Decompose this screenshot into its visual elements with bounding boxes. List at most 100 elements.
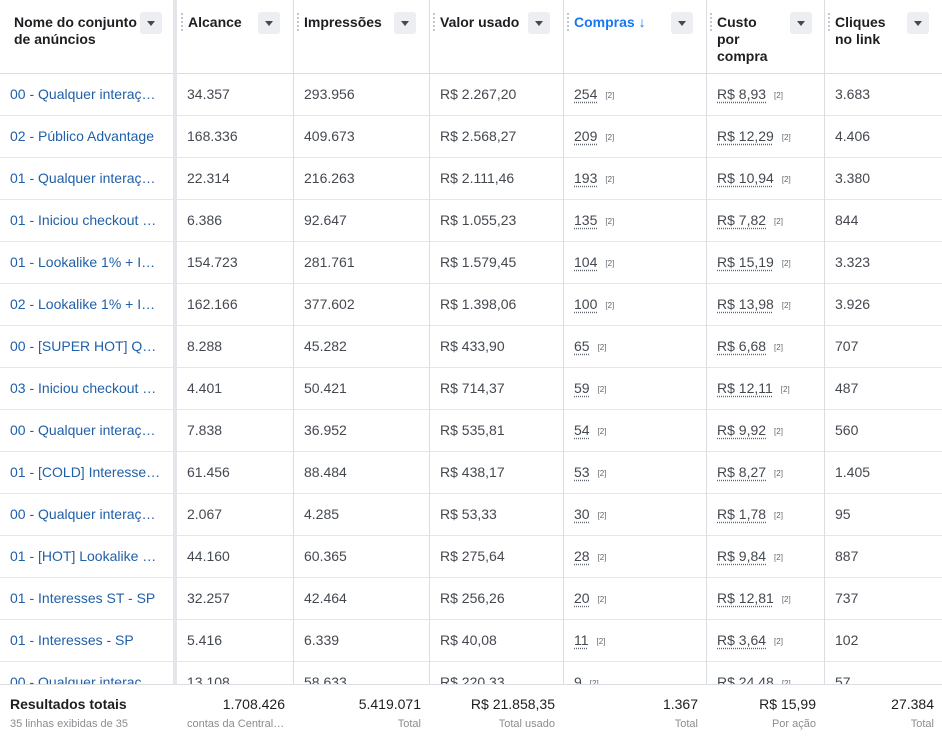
purchases-cell-value[interactable]: 104 (574, 254, 598, 270)
table-row[interactable]: 00 - Qualquer interação no Instagram 2.06… (0, 494, 942, 536)
column-header-name[interactable]: Nome do conjunto de anúncios (4, 0, 174, 74)
ad-set-name-link-value[interactable]: 00 - Qualquer interação no Instagram (10, 86, 162, 102)
cost-per-purchase-cell-value[interactable]: R$ 8,93 (717, 86, 767, 102)
purchases-cell-value[interactable]: 100 (574, 296, 598, 312)
ad-set-name-link[interactable]: 02 - Público Advantage (0, 116, 173, 157)
drag-handle-icon[interactable] (181, 13, 185, 31)
table-row[interactable]: 01 - Iniciou checkout 180 dias 6.386 92.64… (0, 200, 942, 242)
ad-set-name-link-value[interactable]: 02 - Público Advantage (10, 128, 154, 144)
column-header-purchases[interactable]: Compras ↓ (564, 0, 706, 74)
column-header-impressions[interactable]: Impressões (294, 0, 429, 74)
ad-set-name-link[interactable]: 01 - Interesses - SP (0, 620, 173, 661)
caret-down-icon[interactable] (790, 12, 812, 34)
purchases-cell-value[interactable]: 11 (574, 632, 589, 648)
table-row[interactable]: 02 - Público Advantage 168.336 409.673 R$ 2… (0, 116, 942, 158)
column-divider[interactable] (173, 0, 177, 738)
purchases-cell-value[interactable]: 135 (574, 212, 598, 228)
purchases-cell-value[interactable]: 209 (574, 128, 598, 144)
cost-per-purchase-cell-value[interactable]: R$ 13,98 (717, 296, 774, 312)
cost-per-purchase-cell-value[interactable]: R$ 8,27 (717, 464, 767, 480)
table-row[interactable]: 00 - Qualquer interação no Instagram 7.83… (0, 410, 942, 452)
attribution-footnote: [2] (605, 132, 615, 142)
ad-set-name-link[interactable]: 01 - [COLD] Interesses SP (0, 452, 173, 493)
purchases-cell-value[interactable]: 254 (574, 86, 598, 102)
ad-set-name-link-value[interactable]: 01 - [COLD] Interesses SP (10, 464, 162, 480)
caret-down-icon[interactable] (671, 12, 693, 34)
ad-set-name-link-value[interactable]: 03 - Iniciou checkout 180 dias (10, 380, 162, 396)
ad-set-name-link-value[interactable]: 01 - Iniciou checkout 180 dias (10, 212, 162, 228)
cost-per-purchase-cell-value[interactable]: R$ 9,92 (717, 422, 767, 438)
purchases-cell-value[interactable]: 54 (574, 422, 590, 438)
reach-cell: 34.357 (177, 74, 293, 115)
table-row[interactable]: 03 - Iniciou checkout 180 dias 4.401 50.42… (0, 368, 942, 410)
column-header-reach[interactable]: Alcance (178, 0, 293, 74)
ad-set-name-link-value[interactable]: 01 - Interesses - SP (10, 632, 134, 648)
ad-set-name-link[interactable]: 00 - Qualquer interação no Instagram (0, 494, 173, 535)
ad-set-name-link[interactable]: 01 - [HOT] Lookalike 1% (0, 536, 173, 577)
ad-set-name-link[interactable]: 03 - Iniciou checkout 180 dias (0, 368, 173, 409)
ad-set-name-link-value[interactable]: 01 - [HOT] Lookalike 1% (10, 548, 162, 564)
ad-set-name-link[interactable]: 01 - Lookalike 1% + Interesses (0, 242, 173, 283)
column-header-purchases-label: Compras ↓ (574, 14, 646, 30)
caret-down-icon[interactable] (528, 12, 550, 34)
impressions-cell-value: 60.365 (304, 548, 347, 564)
caret-down-icon[interactable] (394, 12, 416, 34)
caret-down-icon[interactable] (907, 12, 929, 34)
cost-per-purchase-cell-value[interactable]: R$ 15,19 (717, 254, 774, 270)
purchases-cell-value[interactable]: 30 (574, 506, 590, 522)
ad-set-name-link-value[interactable]: 01 - Lookalike 1% + Interesses (10, 254, 162, 270)
table-row[interactable]: 01 - [COLD] Interesses SP 61.456 88.484 R$ … (0, 452, 942, 494)
table-row[interactable]: 00 - Qualquer interação no Instagram 34.3… (0, 74, 942, 116)
purchases-cell: 104 [2] (564, 242, 706, 283)
purchases-cell-value[interactable]: 28 (574, 548, 590, 564)
table-row[interactable]: 01 - Interesses - SP 5.416 6.339 R$ 40,08 11… (0, 620, 942, 662)
ad-set-name-link[interactable]: 01 - Iniciou checkout 180 dias (0, 200, 173, 241)
ad-set-name-link[interactable]: 01 - Qualquer interação no Instagram (0, 158, 173, 199)
purchases-cell-value[interactable]: 65 (574, 338, 590, 354)
cost-per-purchase-cell-value[interactable]: R$ 7,82 (717, 212, 767, 228)
cost-per-purchase-cell: R$ 1,78 [2] (707, 494, 824, 535)
table-row[interactable]: 01 - [HOT] Lookalike 1% 44.160 60.365 R$ 27… (0, 536, 942, 578)
ad-set-name-link[interactable]: 00 - Qualquer interação no Instagram (0, 410, 173, 451)
ad-set-name-link-value[interactable]: 02 - Lookalike 1% + Interesses (10, 296, 162, 312)
reach-cell: 22.314 (177, 158, 293, 199)
cost-per-purchase-cell-value[interactable]: R$ 3,64 (717, 632, 767, 648)
reach-cell-value: 154.723 (187, 254, 238, 270)
ad-set-name-link-value[interactable]: 00 - Qualquer interação no Instagram (10, 422, 162, 438)
drag-handle-icon[interactable] (710, 13, 714, 31)
cost-per-purchase-cell-value[interactable]: R$ 1,78 (717, 506, 767, 522)
ad-set-name-link-value[interactable]: 01 - Interesses ST - SP (10, 590, 156, 606)
ad-set-name-link-value[interactable]: 00 - Qualquer interação no Instagram (10, 506, 162, 522)
drag-handle-icon[interactable] (567, 13, 571, 31)
ad-set-name-link-value[interactable]: 00 - [SUPER HOT] Qualquer interação (10, 338, 162, 354)
drag-handle-icon[interactable] (828, 13, 832, 31)
ad-set-name-link[interactable]: 00 - [SUPER HOT] Qualquer interação (0, 326, 173, 367)
ad-set-name-link-value[interactable]: 01 - Qualquer interação no Instagram (10, 170, 162, 186)
table-row[interactable]: 01 - Qualquer interação no Instagram 22.3… (0, 158, 942, 200)
table-row[interactable]: 01 - Interesses ST - SP 32.257 42.464 R$ 25… (0, 578, 942, 620)
purchases-cell-value[interactable]: 9 (574, 674, 582, 690)
cost-per-purchase-cell-value[interactable]: R$ 6,68 (717, 338, 767, 354)
drag-handle-icon[interactable] (433, 13, 437, 31)
ad-set-name-link[interactable]: 01 - Interesses ST - SP (0, 578, 173, 619)
cost-per-purchase-cell-value[interactable]: R$ 10,94 (717, 170, 774, 186)
purchases-cell-value[interactable]: 193 (574, 170, 598, 186)
caret-down-icon[interactable] (140, 12, 162, 34)
ad-set-name-link[interactable]: 02 - Lookalike 1% + Interesses (0, 284, 173, 325)
column-header-cost-per-purchase[interactable]: Custo por compra (707, 0, 824, 74)
table-row[interactable]: 00 - [SUPER HOT] Qualquer interação 8.288… (0, 326, 942, 368)
column-header-spent[interactable]: Valor usado (430, 0, 563, 74)
ad-set-name-link[interactable]: 00 - Qualquer interação no Instagram (0, 74, 173, 115)
cost-per-purchase-cell-value[interactable]: R$ 9,84 (717, 548, 767, 564)
purchases-cell-value[interactable]: 53 (574, 464, 590, 480)
caret-down-icon[interactable] (258, 12, 280, 34)
cost-per-purchase-cell-value[interactable]: R$ 12,11 (717, 380, 773, 396)
cost-per-purchase-cell-value[interactable]: R$ 12,29 (717, 128, 774, 144)
cost-per-purchase-cell-value[interactable]: R$ 12,81 (717, 590, 774, 606)
table-row[interactable]: 01 - Lookalike 1% + Interesses 154.723 281… (0, 242, 942, 284)
column-header-link-clicks[interactable]: Cliques no link (825, 0, 942, 74)
purchases-cell-value[interactable]: 20 (574, 590, 590, 606)
purchases-cell-value[interactable]: 59 (574, 380, 590, 396)
drag-handle-icon[interactable] (297, 13, 301, 31)
table-row[interactable]: 02 - Lookalike 1% + Interesses 162.166 377… (0, 284, 942, 326)
